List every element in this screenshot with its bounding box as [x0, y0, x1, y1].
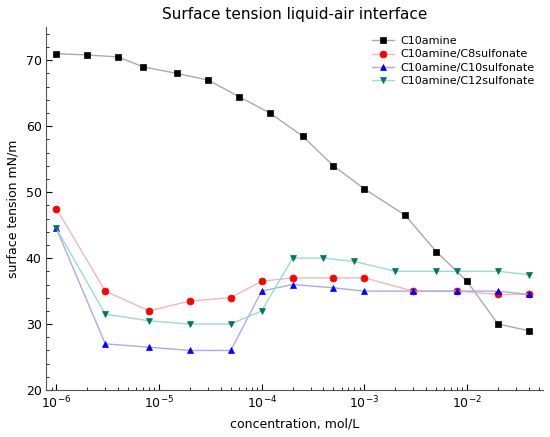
- C10amine: [526, 328, 532, 333]
- C10amine/C10sulfonate: [53, 226, 59, 231]
- C10amine/C12sulfonate: [102, 312, 108, 317]
- C10amine: [115, 54, 122, 59]
- C10amine/C10sulfonate: [258, 288, 265, 294]
- Y-axis label: surface tension mN/m: surface tension mN/m: [7, 139, 20, 278]
- C10amine: [402, 213, 409, 218]
- Title: Surface tension liquid-air interface: Surface tension liquid-air interface: [162, 7, 427, 22]
- C10amine/C8sulfonate: [186, 298, 193, 304]
- X-axis label: concentration, mol/L: concentration, mol/L: [230, 417, 359, 430]
- C10amine/C8sulfonate: [289, 275, 296, 281]
- C10amine: [267, 111, 273, 116]
- C10amine/C10sulfonate: [289, 282, 296, 287]
- C10amine/C12sulfonate: [320, 256, 327, 261]
- Line: C10amine: C10amine: [53, 50, 532, 334]
- C10amine/C8sulfonate: [494, 292, 501, 297]
- C10amine/C8sulfonate: [361, 275, 367, 281]
- C10amine/C12sulfonate: [454, 269, 460, 274]
- C10amine/C10sulfonate: [494, 288, 501, 294]
- C10amine/C8sulfonate: [330, 275, 337, 281]
- C10amine/C8sulfonate: [526, 292, 532, 297]
- C10amine/C12sulfonate: [258, 308, 265, 313]
- C10amine: [433, 249, 439, 254]
- Line: C10amine/C8sulfonate: C10amine/C8sulfonate: [53, 205, 532, 314]
- C10amine/C8sulfonate: [102, 288, 108, 294]
- C10amine: [361, 186, 367, 191]
- C10amine/C12sulfonate: [228, 322, 234, 327]
- C10amine/C8sulfonate: [53, 206, 59, 211]
- C10amine/C10sulfonate: [102, 341, 108, 347]
- C10amine/C8sulfonate: [454, 288, 460, 294]
- C10amine: [235, 94, 242, 99]
- C10amine: [174, 71, 180, 76]
- C10amine/C8sulfonate: [258, 279, 265, 284]
- C10amine: [53, 51, 59, 56]
- C10amine: [464, 279, 470, 284]
- C10amine/C12sulfonate: [146, 318, 152, 323]
- Legend: C10amine, C10amine/C8sulfonate, C10amine/C10sulfonate, C10amine/C12sulfonate: C10amine, C10amine/C8sulfonate, C10amine…: [369, 33, 537, 90]
- C10amine/C10sulfonate: [146, 344, 152, 350]
- C10amine/C10sulfonate: [526, 292, 532, 297]
- C10amine: [205, 77, 211, 83]
- C10amine/C8sulfonate: [410, 288, 417, 294]
- C10amine/C12sulfonate: [351, 259, 358, 264]
- C10amine/C8sulfonate: [146, 308, 152, 313]
- C10amine: [84, 52, 91, 58]
- C10amine/C12sulfonate: [494, 269, 501, 274]
- C10amine/C10sulfonate: [330, 285, 337, 291]
- C10amine: [299, 133, 306, 139]
- C10amine/C12sulfonate: [392, 269, 399, 274]
- C10amine/C10sulfonate: [228, 348, 234, 353]
- C10amine: [140, 64, 146, 69]
- C10amine/C10sulfonate: [410, 288, 417, 294]
- C10amine/C10sulfonate: [361, 288, 367, 294]
- C10amine/C10sulfonate: [186, 348, 193, 353]
- C10amine/C12sulfonate: [289, 256, 296, 261]
- C10amine: [494, 322, 501, 327]
- C10amine/C12sulfonate: [186, 322, 193, 327]
- C10amine/C12sulfonate: [526, 272, 532, 277]
- C10amine/C12sulfonate: [53, 226, 59, 231]
- Line: C10amine/C10sulfonate: C10amine/C10sulfonate: [53, 225, 532, 354]
- C10amine: [330, 163, 337, 168]
- C10amine/C8sulfonate: [228, 295, 234, 300]
- C10amine/C12sulfonate: [433, 269, 439, 274]
- C10amine/C10sulfonate: [454, 288, 460, 294]
- Line: C10amine/C12sulfonate: C10amine/C12sulfonate: [53, 225, 532, 328]
